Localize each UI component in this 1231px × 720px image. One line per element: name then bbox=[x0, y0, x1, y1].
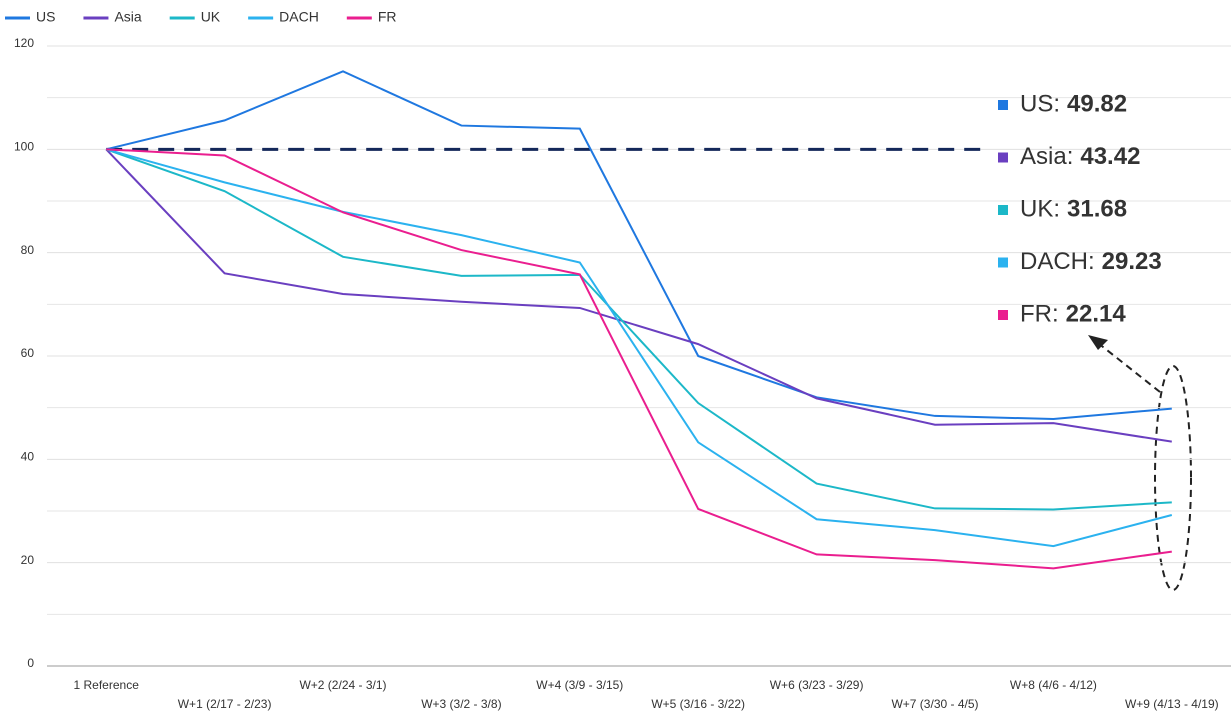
arrow-line bbox=[1097, 342, 1161, 393]
legend-label: US bbox=[36, 9, 55, 25]
x-tick-label: W+7 (3/30 - 4/5) bbox=[891, 697, 978, 711]
annotation-value: 31.68 bbox=[1067, 195, 1127, 222]
y-tick-label: 0 bbox=[27, 656, 34, 670]
y-tick-label: 60 bbox=[21, 346, 35, 360]
y-tick-label: 100 bbox=[14, 140, 34, 154]
x-tick-label: 1 Reference bbox=[74, 678, 140, 692]
annotation-swatch bbox=[998, 100, 1008, 110]
annotation-swatch bbox=[998, 257, 1008, 268]
x-tick-label: W+5 (3/16 - 3/22) bbox=[651, 697, 745, 711]
y-tick-label: 80 bbox=[21, 243, 35, 257]
highlight-ellipse bbox=[1154, 365, 1192, 591]
x-tick-label: W+2 (2/24 - 3/1) bbox=[299, 678, 386, 692]
series-line bbox=[105, 148, 1172, 443]
annotation-label: FR: bbox=[1020, 300, 1059, 327]
y-tick-label: 120 bbox=[14, 36, 34, 50]
annotation-value: 43.42 bbox=[1080, 143, 1140, 170]
arrow-head bbox=[1088, 335, 1108, 350]
annotation-value: 49.82 bbox=[1067, 90, 1127, 117]
plot: 0 20 40 60 80 100 120 1 Reference W+1 (2/17 - 2/… bbox=[5, 9, 1231, 711]
x-tick-label: W+1 (2/17 - 2/23) bbox=[178, 697, 272, 711]
series-line bbox=[106, 148, 1172, 570]
series-line bbox=[105, 148, 1172, 511]
legend-label: DACH bbox=[279, 9, 319, 25]
x-tick-label: W+9 (4/13 - 4/19) bbox=[1125, 697, 1219, 711]
annotation-value: 29.23 bbox=[1102, 248, 1162, 275]
annotation-label: UK: bbox=[1020, 195, 1060, 222]
annotation-swatch bbox=[998, 205, 1008, 215]
annotation-swatch bbox=[998, 310, 1008, 320]
x-tick-label: W+6 (3/23 - 3/29) bbox=[770, 678, 864, 692]
legend-label: UK bbox=[201, 9, 221, 25]
legend-label: Asia bbox=[114, 9, 141, 25]
y-tick-label: 20 bbox=[21, 553, 35, 567]
legend-label: FR bbox=[378, 9, 397, 25]
y-tick-label: 40 bbox=[21, 450, 35, 464]
x-tick-label: W+3 (3/2 - 3/8) bbox=[421, 697, 501, 711]
annotation-label: US: bbox=[1020, 90, 1060, 117]
annotation-value: 22.14 bbox=[1066, 300, 1127, 327]
x-tick-label: W+4 (3/9 - 3/15) bbox=[536, 678, 623, 692]
x-tick-label: W+8 (4/6 - 4/12) bbox=[1010, 678, 1097, 692]
annotation-swatch bbox=[998, 152, 1008, 163]
series-line bbox=[105, 148, 1173, 548]
annotation-label: Asia: bbox=[1020, 143, 1073, 170]
series-line bbox=[105, 70, 1172, 421]
annotation-label: DACH: bbox=[1020, 248, 1095, 275]
